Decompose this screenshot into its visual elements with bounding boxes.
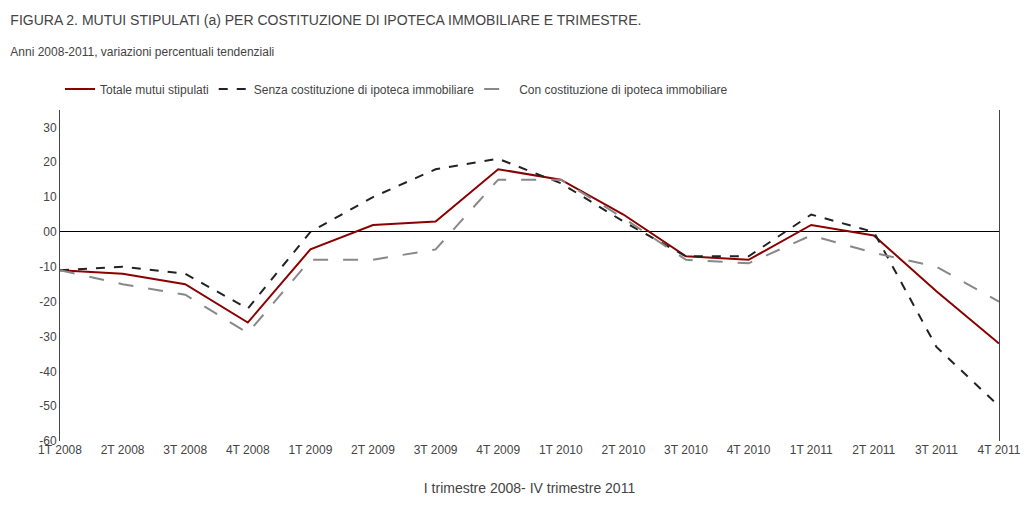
svg-text:2T 2008: 2T 2008 xyxy=(101,443,145,457)
svg-text:10: 10 xyxy=(43,190,57,204)
svg-text:1T 2009: 1T 2009 xyxy=(288,443,332,457)
svg-text:2T 2009: 2T 2009 xyxy=(351,443,395,457)
svg-text:1T 2011: 1T 2011 xyxy=(790,443,833,457)
svg-text:3T 2010: 3T 2010 xyxy=(664,443,708,457)
svg-text:-40: -40 xyxy=(39,365,57,379)
svg-text:30: 30 xyxy=(43,121,57,135)
svg-text:3T 2008: 3T 2008 xyxy=(163,443,207,457)
svg-text:3T 2009: 3T 2009 xyxy=(414,443,458,457)
svg-text:Con costituzione di ipoteca im: Con costituzione di ipoteca immobiliare xyxy=(519,83,727,97)
svg-text:2T 2010: 2T 2010 xyxy=(601,443,645,457)
svg-text:4T 2009: 4T 2009 xyxy=(476,443,520,457)
svg-text:1T 2008: 1T 2008 xyxy=(38,443,82,457)
svg-text:-50: -50 xyxy=(39,399,57,413)
svg-text:4T 2008: 4T 2008 xyxy=(226,443,270,457)
svg-text:Senza costituzione di ipoteca: Senza costituzione di ipoteca immobiliar… xyxy=(254,83,474,97)
svg-text:-30: -30 xyxy=(39,330,57,344)
svg-text:-60: -60 xyxy=(39,434,57,448)
svg-text:Totale mutui stipulati: Totale mutui stipulati xyxy=(100,83,209,97)
svg-text:4T 2010: 4T 2010 xyxy=(727,443,771,457)
svg-text:20: 20 xyxy=(43,155,57,169)
svg-text:1T 2010: 1T 2010 xyxy=(539,443,583,457)
svg-text:FIGURA 2. MUTUI STIPULATI (a): FIGURA 2. MUTUI STIPULATI (a) PER COSTIT… xyxy=(10,12,641,28)
svg-text:I trimestre 2008- IV trimestre: I trimestre 2008- IV trimestre 2011 xyxy=(424,480,636,496)
svg-text:Anni 2008-2011, variazioni per: Anni 2008-2011, variazioni percentuali t… xyxy=(10,45,274,59)
svg-text:-20: -20 xyxy=(39,295,57,309)
svg-text:4T 2011: 4T 2011 xyxy=(978,443,1021,457)
svg-text:2T 2011: 2T 2011 xyxy=(852,443,895,457)
svg-text:00: 00 xyxy=(43,225,57,239)
svg-text:3T 2011: 3T 2011 xyxy=(915,443,958,457)
svg-text:-10: -10 xyxy=(39,260,57,274)
